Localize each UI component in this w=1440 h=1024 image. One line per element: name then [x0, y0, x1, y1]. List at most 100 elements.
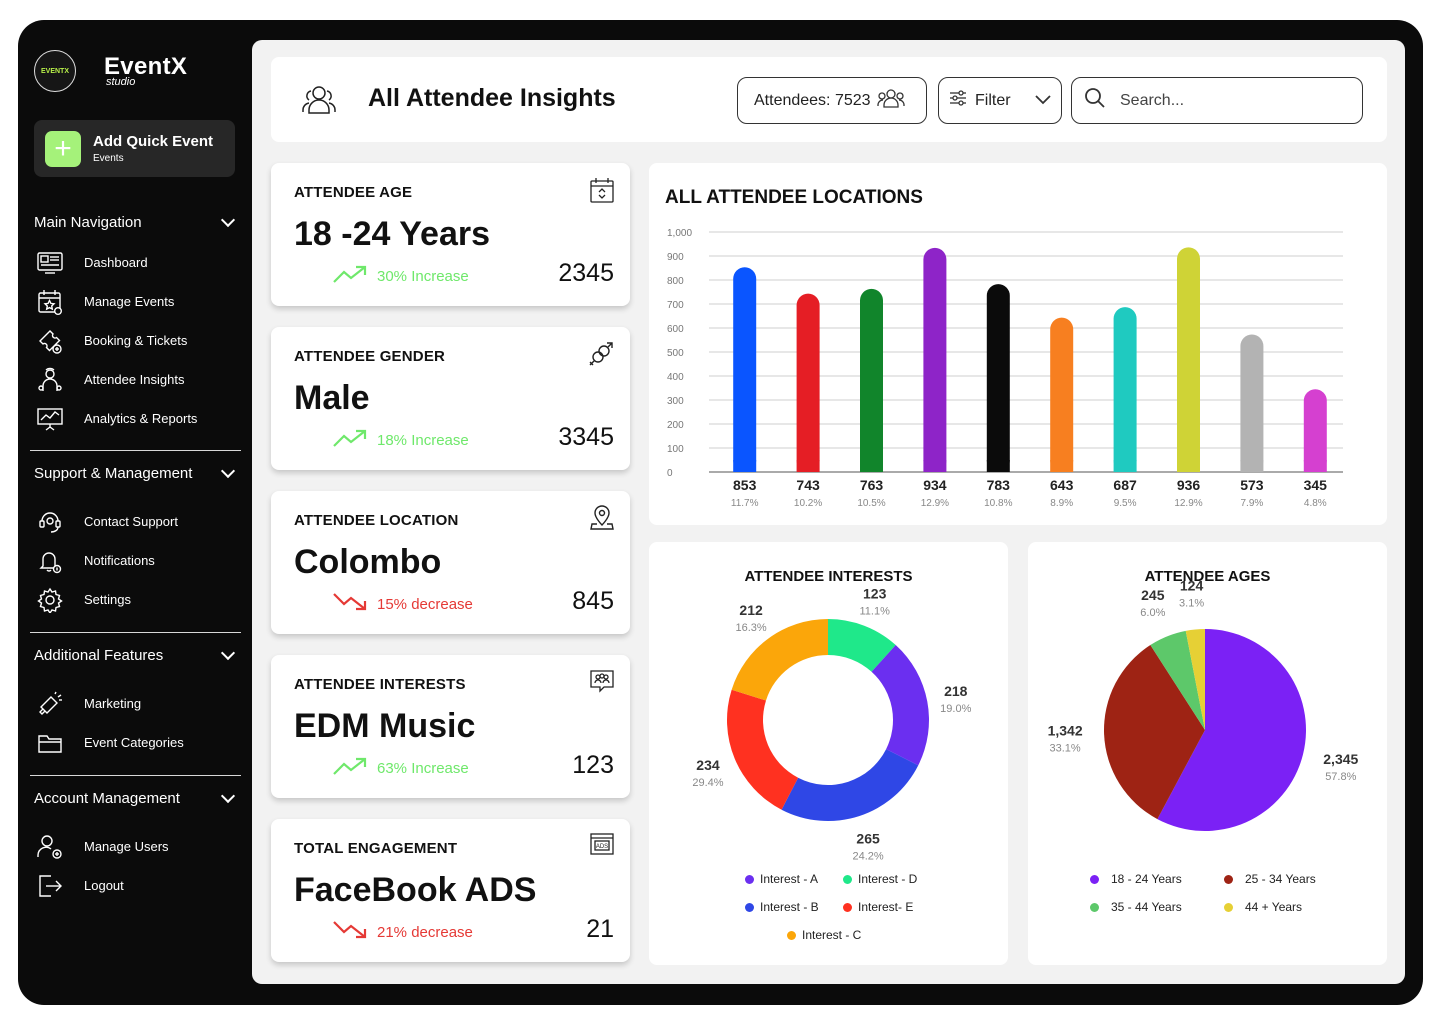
main-content: All Attendee Insights Attendees: 7523 Fi… — [252, 40, 1405, 984]
add-quick-event-button[interactable]: + Add Quick Event Events — [34, 120, 235, 177]
bar — [1113, 307, 1137, 472]
pie-slice — [1185, 629, 1205, 730]
pie-slice — [781, 749, 919, 821]
sidebar-item-label: Analytics & Reports — [84, 411, 198, 426]
trend-down-icon — [333, 921, 367, 943]
bar-base — [1303, 460, 1327, 472]
slice-percent-label: 24.2% — [852, 851, 883, 863]
bar-base — [923, 460, 947, 472]
group-chat-icon — [590, 669, 614, 698]
brand-logo: EVENTX — [34, 50, 76, 92]
sidebar-item-dashboard[interactable]: Dashboard — [30, 243, 241, 282]
slice-value-label: 1,342 — [1048, 723, 1083, 739]
legend-item[interactable]: Interest- E — [843, 900, 913, 914]
legend-item[interactable]: 18 - 24 Years — [1090, 872, 1182, 886]
sidebar-item-analytics-reports[interactable]: Analytics & Reports — [30, 399, 241, 438]
total-engagement-card[interactable]: TOTAL ENGAGEMENT ADS FaceBook ADS 21% de… — [271, 819, 630, 962]
sidebar-item-manage-users[interactable]: Manage Users — [30, 827, 241, 866]
gear-icon — [36, 586, 64, 614]
card-count: 3345 — [558, 423, 614, 451]
sidebar-item-settings[interactable]: Settings — [30, 580, 241, 619]
legend-item[interactable]: Interest - A — [745, 872, 818, 886]
y-tick-label: 100 — [667, 444, 684, 455]
slice-value-label: 245 — [1141, 587, 1165, 603]
y-tick-label: 600 — [667, 324, 684, 335]
quick-event-title: Add Quick Event — [93, 133, 214, 150]
sidebar-item-marketing[interactable]: Marketing — [30, 684, 241, 723]
y-tick-label: 500 — [667, 348, 684, 359]
chevron-down-icon — [1034, 92, 1051, 110]
gender-icon — [588, 341, 614, 372]
legend-item[interactable]: 35 - 44 Years — [1090, 900, 1182, 914]
search-icon — [1084, 87, 1106, 114]
brand[interactable]: EVENTX EventX studio — [34, 50, 187, 92]
bar-base — [1050, 460, 1074, 472]
card-change: 15% decrease — [333, 593, 473, 615]
additional-features-toggle[interactable]: Additional Features — [30, 644, 241, 666]
locations-bar-chart-panel: ALL ATTENDEE LOCATIONS 0 100 200 300 400 500 6… — [649, 163, 1387, 525]
slice-percent-label: 16.3% — [735, 622, 766, 634]
brand-subtitle: studio — [106, 75, 136, 88]
bar-percent-label: 12.9% — [921, 498, 949, 509]
bar-value-label: 687 — [1113, 477, 1137, 493]
divider — [30, 632, 241, 633]
attendee-interests-card[interactable]: ATTENDEE INTERESTS EDM Music 63% Increas… — [271, 655, 630, 798]
sidebar-item-notifications[interactable]: Notifications — [30, 541, 241, 580]
calendar-star-icon — [36, 288, 64, 316]
pie-slice — [828, 619, 896, 672]
legend-item[interactable]: Interest - D — [843, 872, 917, 886]
ticket-icon — [36, 327, 64, 355]
slice-value-label: 234 — [696, 757, 720, 773]
slice-percent-label: 3.1% — [1179, 598, 1204, 610]
sidebar: EVENTX EventX studio + Add Quick Event E… — [18, 20, 252, 1005]
sidebar-item-label: Settings — [84, 592, 131, 607]
sidebar-item-label: Logout — [84, 878, 124, 893]
legend-item[interactable]: 44 + Years — [1224, 900, 1302, 914]
bell-icon — [36, 547, 64, 575]
legend-item[interactable]: Interest - B — [745, 900, 819, 914]
pie-slice — [727, 689, 799, 810]
support-management-toggle[interactable]: Support & Management — [30, 462, 241, 484]
y-tick-label: 700 — [667, 300, 684, 311]
y-tick-label: 300 — [667, 396, 684, 407]
sidebar-item-booking-tickets[interactable]: Booking & Tickets — [30, 321, 241, 360]
sidebar-item-contact-support[interactable]: Contact Support — [30, 502, 241, 541]
sidebar-item-event-categories[interactable]: Event Categories — [30, 723, 241, 762]
attendee-location-card[interactable]: ATTENDEE LOCATION Colombo 15% decrease 8… — [271, 491, 630, 634]
trend-up-icon — [333, 429, 367, 451]
section-title: Account Management — [34, 789, 180, 807]
add-user-icon — [36, 833, 64, 861]
search-input[interactable]: Search... — [1071, 77, 1363, 124]
legend-item[interactable]: Interest - C — [787, 928, 861, 942]
megaphone-icon — [36, 690, 64, 718]
y-tick-label: 400 — [667, 372, 684, 383]
sidebar-item-logout[interactable]: Logout — [30, 866, 241, 905]
pie-slice — [1104, 645, 1205, 820]
sidebar-item-attendee-insights[interactable]: Attendee Insights — [30, 360, 241, 399]
ads-icon: ADS — [590, 833, 614, 860]
main-navigation-toggle[interactable]: Main Navigation — [30, 211, 241, 233]
slice-percent-label: 6.0% — [1140, 607, 1165, 619]
bar-percent-label: 10.8% — [984, 498, 1012, 509]
bar-value-label: 345 — [1304, 477, 1328, 493]
filter-dropdown[interactable]: Filter — [938, 77, 1062, 124]
card-change-text: 30% Increase — [377, 267, 469, 285]
attendee-gender-card[interactable]: ATTENDEE GENDER Male 18% Increase 3345 — [271, 327, 630, 470]
attendee-age-card[interactable]: ATTENDEE AGE 18 -24 Years 30% Increase 2… — [271, 163, 630, 306]
card-label: TOTAL ENGAGEMENT — [294, 840, 458, 857]
account-management-toggle[interactable]: Account Management — [30, 787, 241, 809]
bar-value-label: 934 — [923, 477, 947, 493]
attendees-count-badge[interactable]: Attendees: 7523 — [737, 77, 927, 124]
card-value: 18 -24 Years — [294, 215, 490, 253]
support-management-section: Support & Management Contact Support Not… — [30, 462, 241, 619]
sidebar-item-label: Attendee Insights — [84, 372, 185, 387]
sidebar-item-manage-events[interactable]: Manage Events — [30, 282, 241, 321]
card-change: 63% Increase — [333, 757, 469, 779]
legend-item[interactable]: 25 - 34 Years — [1224, 872, 1316, 886]
bar-value-label: 763 — [860, 477, 884, 493]
bar — [1177, 247, 1200, 472]
donut-chart: 123 11.1% 218 19.0% 265 24.2% 234 29.4% 212 16.3% — [692, 586, 971, 863]
bar — [1240, 334, 1264, 472]
chevron-down-icon — [220, 212, 236, 227]
trend-up-icon — [333, 757, 367, 779]
